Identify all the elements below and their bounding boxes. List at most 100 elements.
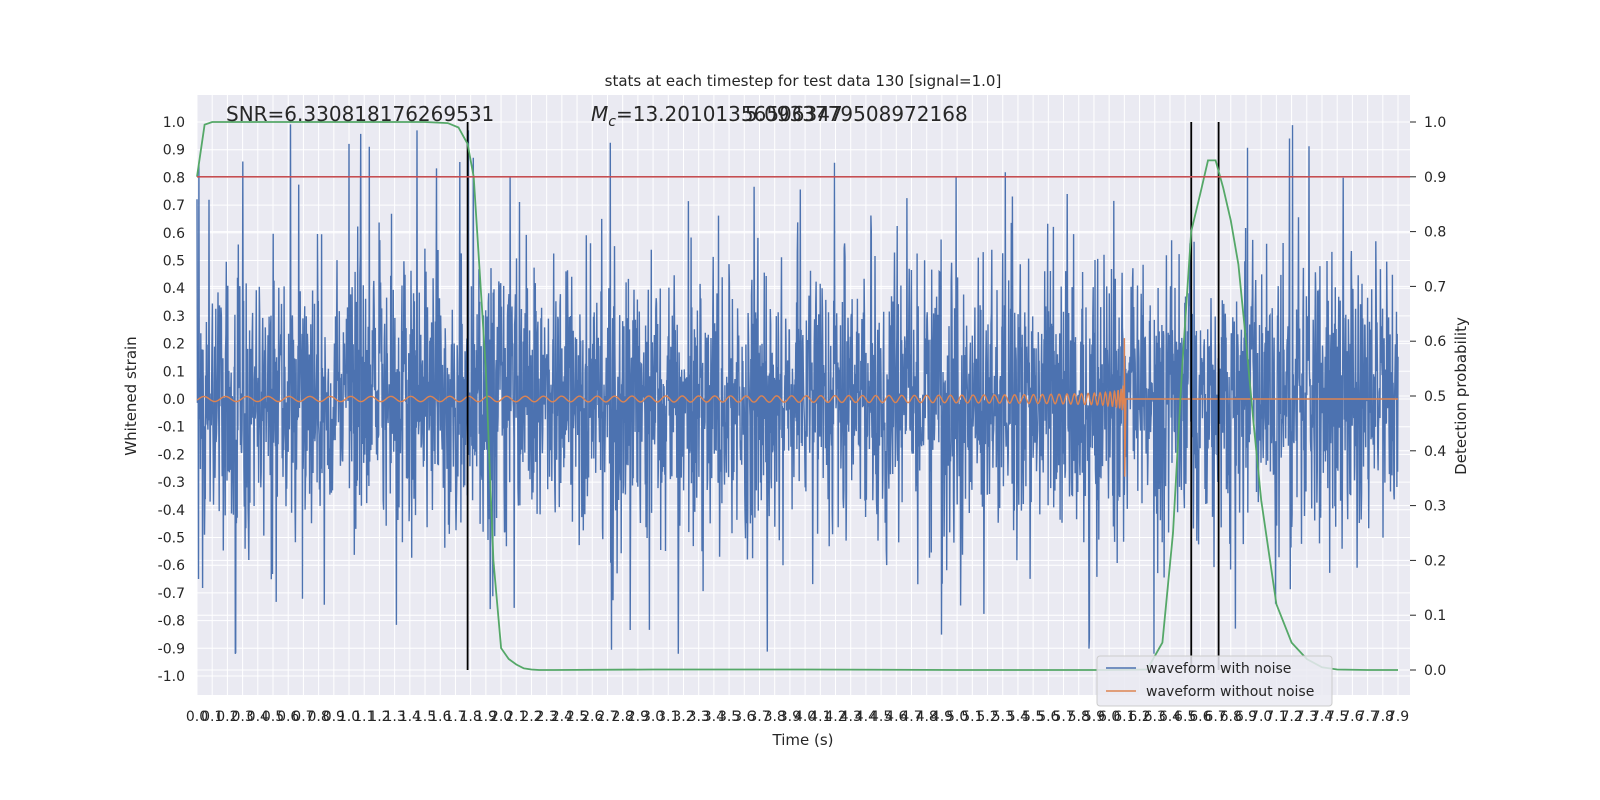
x-tick-label: 5.4	[1007, 709, 1029, 725]
x-tick-label: 3.9	[779, 709, 801, 725]
x-tick-label: 6.1	[1113, 709, 1135, 725]
x-tick-label: 0.1	[201, 709, 223, 725]
x-tick-label: 4.7	[900, 709, 922, 725]
x-tick-label: 4.2	[824, 709, 846, 725]
x-tick-label: 4.4	[855, 709, 877, 725]
waveform-with-noise-line	[196, 124, 1399, 654]
y-tick-label-left: -0.8	[158, 614, 185, 630]
x-tick-label: 5.8	[1068, 709, 1090, 725]
waveform-without-noise-line	[196, 338, 1398, 477]
x-tick-label: 7.8	[1372, 709, 1394, 725]
y-tick-label-left: -0.5	[158, 531, 185, 547]
detection-probability-line	[196, 121, 1398, 671]
x-tick-label: 0.4	[247, 709, 269, 725]
x-tick-label: 3.7	[748, 709, 770, 725]
x-tick-label: 0.6	[277, 709, 299, 725]
y-tick-label-left: 0.0	[163, 392, 185, 408]
x-tick-label: 5.6	[1037, 709, 1059, 725]
x-tick-label: 6.4	[1159, 709, 1181, 725]
x-tick-label: 6.7	[1204, 709, 1226, 725]
legend: waveform with noise waveform without noi…	[1096, 655, 1333, 707]
x-tick-label: 5.2	[976, 709, 998, 725]
x-tick-label: 0.0	[186, 709, 208, 725]
x-tick-label: 0.5	[262, 709, 284, 725]
x-tick-label: 0.2	[216, 709, 238, 725]
x-tick-label: 1.8	[460, 709, 482, 725]
y-tick-label-right: 0.1	[1424, 608, 1446, 624]
y-tick-label-left: -1.0	[158, 669, 185, 685]
x-tick-label: 0.3	[231, 709, 253, 725]
x-tick-label: 4.6	[885, 709, 907, 725]
y-tick-label-right: 0.7	[1424, 279, 1446, 295]
snr-annotation: SNR=6.330818176269531	[226, 102, 494, 126]
x-tick-label: 7.1	[1265, 709, 1287, 725]
x-tick-label: 1.9	[475, 709, 497, 725]
y-tick-label-right: 0.5	[1424, 389, 1446, 405]
x-tick-label: 5.5	[1022, 709, 1044, 725]
x-tick-label: 5.0	[946, 709, 968, 725]
x-tick-label: 4.1	[809, 709, 831, 725]
x-tick-label: 2.3	[536, 709, 558, 725]
x-tick-label: 6.2	[1128, 709, 1150, 725]
x-tick-label: 7.2	[1280, 709, 1302, 725]
x-tick-label: 7.6	[1341, 709, 1363, 725]
x-tick-label: 4.9	[931, 709, 953, 725]
series-waveform-without-noise	[196, 338, 1398, 477]
x-tick-label: 5.1	[961, 709, 983, 725]
x-tick-label: 5.7	[1052, 709, 1074, 725]
x-tick-label: 3.6	[733, 709, 755, 725]
x-tick-label: 3.8	[764, 709, 786, 725]
mc-value: =13.20101356506347	[616, 102, 843, 126]
y-tick-label-left: 0.7	[163, 198, 185, 214]
x-tick-label: 2.4	[551, 709, 573, 725]
y-axis-label-left: Whitened strain	[122, 336, 140, 455]
x-tick-label: 2.7	[596, 709, 618, 725]
y-tick-label-left: -0.6	[158, 558, 185, 574]
x-tick-label: 0.9	[323, 709, 345, 725]
x-axis-label: Time (s)	[772, 731, 834, 749]
legend-label-noise: waveform with noise	[1146, 661, 1291, 677]
y-tick-label-left: -0.9	[158, 641, 185, 657]
y-tick-label-left: -0.4	[158, 503, 185, 519]
x-tick-labels: 0.00.10.20.30.40.50.60.70.80.91.01.11.21…	[186, 709, 1409, 725]
y-tick-label-left: -0.2	[158, 447, 185, 463]
x-tick-label: 3.2	[672, 709, 694, 725]
y-tick-label-right: 0.8	[1424, 225, 1446, 241]
x-tick-label: 1.1	[353, 709, 375, 725]
y-tick-label-left: -0.3	[158, 475, 185, 491]
x-tick-label: 7.9	[1387, 709, 1409, 725]
legend-box	[1096, 655, 1333, 707]
x-tick-label: 2.2	[520, 709, 542, 725]
x-tick-label: 7.5	[1326, 709, 1348, 725]
x-tick-label: 1.2	[368, 709, 390, 725]
y-tick-label-right: 0.4	[1424, 444, 1446, 460]
y-tick-labels-left: 1.0 0.9 0.8 0.7 0.6 0.5 0.4 0.3 0.2 0.1 0.0 -0.1 -0.…	[158, 115, 185, 685]
x-tick-label: 2.9	[627, 709, 649, 725]
x-tick-label: 3.0	[642, 709, 664, 725]
y-tick-label-right: 0.2	[1424, 553, 1446, 569]
y-tick-label-right: 0.9	[1424, 170, 1446, 186]
x-tick-label: 2.0	[490, 709, 512, 725]
y-tick-label-right: 0.0	[1424, 663, 1446, 679]
chart-title: stats at each timestep for test data 130…	[605, 72, 1002, 90]
x-tick-label: 2.6	[581, 709, 603, 725]
vertical-markers	[466, 122, 1220, 670]
x-tick-label: 1.7	[444, 709, 466, 725]
legend-label-clean: waveform without noise	[1146, 684, 1314, 700]
y-tick-label-left: 0.6	[163, 226, 185, 242]
y-tick-label-right: 0.3	[1424, 499, 1446, 515]
x-tick-label: 6.5	[1174, 709, 1196, 725]
x-tick-label: 3.3	[688, 709, 710, 725]
mc-subscript: c	[608, 114, 616, 130]
overlap-annotation: 5.0933779508972168	[745, 102, 968, 126]
y-tick-label-left: 0.3	[163, 309, 185, 325]
x-tick-label: 7.0	[1250, 709, 1272, 725]
x-tick-label: 6.6	[1189, 709, 1211, 725]
y-tick-label-left: -0.7	[158, 586, 185, 602]
y-tick-labels-right: 1.0 0.9 0.8 0.7 0.6 0.5 0.4 0.3 0.2 0.1 0.0	[1410, 115, 1446, 679]
series-waveform-with-noise	[196, 124, 1399, 654]
x-tick-label: 5.9	[1083, 709, 1105, 725]
x-tick-label: 1.6	[429, 709, 451, 725]
y-tick-label-right: 0.6	[1424, 334, 1446, 350]
